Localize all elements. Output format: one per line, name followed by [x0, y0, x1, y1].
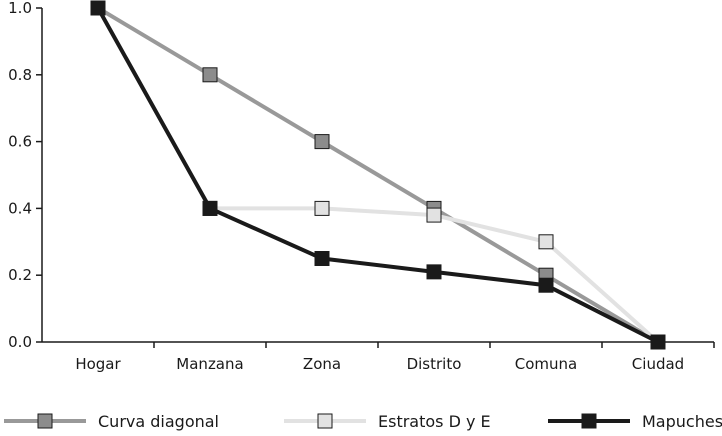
legend-item-estratos-d-y-e: Estratos D y E [284, 412, 491, 431]
y-tick-label: 1.0 [8, 0, 32, 17]
y-axis-ticks: 0.0 0.2 0.4 0.6 0.8 1.0 [8, 0, 42, 351]
data-point [314, 134, 330, 150]
data-point [426, 264, 442, 280]
legend-marker [581, 413, 597, 429]
data-point [314, 251, 330, 266]
data-point [650, 334, 666, 350]
legend-label: Estratos D y E [378, 412, 491, 431]
y-tick-label: 0.6 [8, 133, 32, 151]
x-tick-label: Ciudad [632, 355, 684, 373]
legend-item-mapuches: Mapuches [548, 412, 722, 431]
legend-marker [317, 413, 333, 429]
x-tick-label: Comuna [515, 355, 577, 373]
y-tick-label: 0.2 [8, 266, 32, 284]
data-point [426, 207, 442, 223]
data-point [314, 200, 330, 216]
x-tick-label: Manzana [176, 355, 243, 373]
data-point [538, 277, 554, 293]
y-tick-label: 0.8 [8, 66, 32, 84]
series-mapuches [90, 0, 666, 350]
data-point [538, 234, 554, 250]
y-tick-label: 0.0 [8, 333, 32, 351]
legend-label: Mapuches [642, 412, 722, 431]
x-tick-label: Distrito [407, 355, 462, 373]
y-tick-label: 0.4 [8, 199, 32, 217]
series-line [96, 7, 659, 344]
series-line [96, 6, 660, 344]
chart-series [90, 0, 666, 350]
x-tick-label: Hogar [75, 355, 121, 373]
x-axis-ticks: Hogar Manzana Zona Distrito Comuna Ciudad [75, 342, 715, 373]
data-point [90, 0, 106, 16]
x-tick-label: Zona [303, 355, 341, 373]
data-point [202, 67, 218, 83]
legend-marker [37, 413, 53, 429]
data-point [202, 200, 218, 216]
chart-legend: Curva diagonal Estratos D y E Mapuches [4, 412, 722, 431]
series-curva-diagonal [90, 0, 666, 350]
legend-label: Curva diagonal [98, 412, 219, 431]
legend-item-curva-diagonal: Curva diagonal [4, 412, 219, 431]
